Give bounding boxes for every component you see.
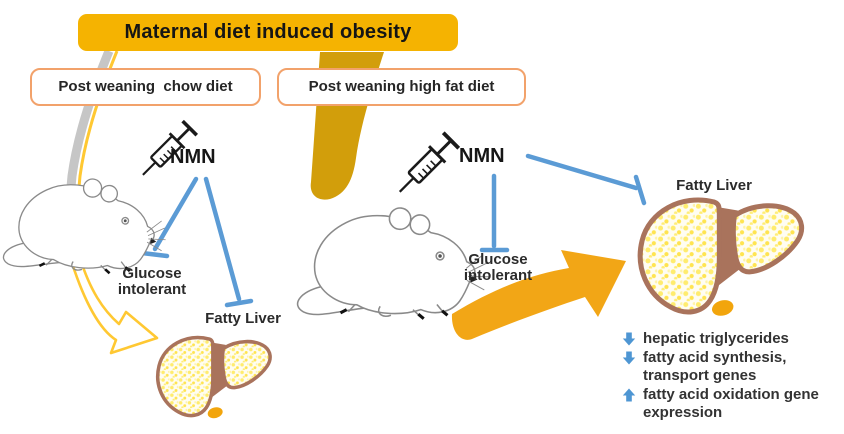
syringe-icon-right <box>389 130 462 202</box>
highfat-to-liver-arrow <box>451 250 626 340</box>
small-fatty-liver-icon <box>155 335 272 422</box>
fatty-liver-label-left: Fatty Liver <box>205 310 281 327</box>
inhibit-line-left-glucose <box>139 176 199 259</box>
glucose-intolerant-label-right: Glucose intolerant <box>463 251 533 284</box>
finding-text: fatty acid synthesis, transport genes <box>643 349 787 384</box>
glucose-intolerant-label-left: Glucose intolerant <box>117 265 187 298</box>
inhibit-line-right-glucose <box>479 173 510 253</box>
finding-text: fatty acid oxidation gene expression <box>643 386 819 421</box>
chow-to-liver-arrow <box>70 256 159 355</box>
findings-list: hepatic triglycerides fatty acid synthes… <box>622 330 844 423</box>
chow-diet-box: Post weaning chow diet <box>30 68 261 106</box>
finding-item: fatty acid oxidation gene expression <box>622 386 844 422</box>
finding-item: hepatic triglycerides <box>622 330 844 348</box>
fatty-liver-label-right: Fatty Liver <box>676 177 752 194</box>
inhibit-line-left-fattyliver <box>203 176 254 308</box>
decrease-arrow-icon <box>622 332 636 346</box>
nmn-label-left: NMN <box>170 146 216 168</box>
inhibit-line-right-fattyliver <box>525 153 647 206</box>
decrease-arrow-icon <box>622 351 636 365</box>
highfat-diet-box: Post weaning high fat diet <box>277 68 526 106</box>
finding-text: hepatic triglycerides <box>643 330 789 347</box>
large-fatty-liver-icon <box>640 200 801 318</box>
increase-arrow-icon <box>622 388 636 402</box>
finding-item: fatty acid synthesis, transport genes <box>622 349 844 385</box>
nmn-label-right: NMN <box>459 145 505 167</box>
title-banner: Maternal diet induced obesity <box>78 14 458 51</box>
